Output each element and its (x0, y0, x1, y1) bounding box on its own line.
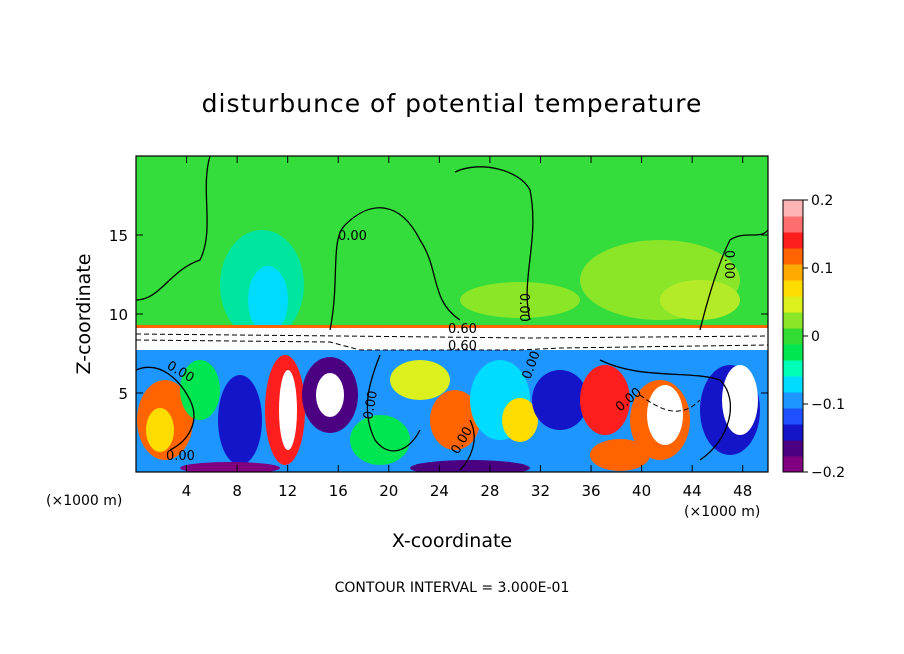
y-axis-label: Z-coordinate (73, 254, 95, 375)
contour-label: 0.00 (721, 250, 736, 279)
x-tick-label: 44 (683, 482, 702, 500)
y-tick-label: 15 (109, 227, 128, 245)
x-tick-label: 12 (278, 482, 297, 500)
contour-label: 0.00 (516, 293, 531, 322)
colorbar-swatch (783, 312, 803, 329)
colorbar-swatch (783, 408, 803, 425)
x-axis: 4 8 12 16 20 24 28 32 36 40 44 48 (182, 156, 752, 500)
inversion-band (136, 328, 768, 350)
x-tick-label: 32 (531, 482, 550, 500)
x-tick-label: 20 (379, 482, 398, 500)
contour-label: 0.60 (448, 322, 477, 337)
cyan-plume-core (248, 266, 288, 334)
colorbar-swatch (783, 456, 803, 473)
x-tick-label: 40 (632, 482, 651, 500)
dashed-contours (136, 333, 768, 412)
colorbar-tick-label: −0.1 (811, 397, 845, 413)
yellow-green-patch-3 (460, 282, 580, 318)
colorbar-tick-label: −0.2 (811, 465, 845, 481)
y-axis: 5 10 15 (109, 227, 768, 403)
colorbar-tick-label: 0.1 (811, 261, 833, 277)
colorbar-swatch (783, 216, 803, 233)
contour-label: 0.60 (448, 339, 477, 354)
contour-label: 0.00 (166, 449, 195, 464)
colorbar-swatch (783, 360, 803, 377)
colorbar-swatch (783, 392, 803, 409)
x-unit-left: (×1000 m) (46, 493, 122, 509)
chart-title: disturbunce of potential temperature (202, 89, 703, 118)
colorbar-swatch (783, 440, 803, 457)
y-tick-label: 5 (118, 385, 128, 403)
colorbar-swatch (783, 200, 803, 217)
contour-interval: CONTOUR INTERVAL = 3.000E-01 (335, 580, 570, 596)
turbulent-blobs (137, 355, 760, 472)
x-tick-label: 28 (480, 482, 499, 500)
colorbar-tick-label: 0.2 (811, 193, 833, 209)
colorbar: 0.2 0.1 0 −0.1 −0.2 (782, 193, 845, 481)
contour-label: 0.00 (361, 390, 381, 421)
colorbar-swatch (783, 328, 803, 345)
inversion-band-red (136, 325, 768, 328)
x-tick-label: 24 (430, 482, 449, 500)
colorbar-swatch (783, 248, 803, 265)
colorbar-swatch (783, 264, 803, 281)
x-axis-label: X-coordinate (392, 530, 512, 552)
x-tick-label: 4 (182, 482, 192, 500)
yellow-green-patch-2 (660, 280, 740, 320)
x-tick-label: 36 (581, 482, 600, 500)
contour-label: 0.00 (338, 229, 367, 244)
colorbar-tick-label: 0 (811, 329, 820, 345)
y-tick-label: 10 (109, 306, 128, 324)
colorbar-swatch (783, 344, 803, 361)
plot-area (136, 156, 768, 472)
x-tick-label: 8 (232, 482, 242, 500)
x-tick-label: 48 (733, 482, 752, 500)
colorbar-swatch (783, 296, 803, 313)
colorbar-swatch (783, 280, 803, 297)
x-tick-label: 16 (329, 482, 348, 500)
contour-lines (136, 156, 768, 471)
colorbar-swatch (783, 232, 803, 249)
x-unit-right: (×1000 m) (684, 504, 760, 520)
colorbar-swatch (783, 424, 803, 441)
colorbar-swatch (783, 376, 803, 393)
